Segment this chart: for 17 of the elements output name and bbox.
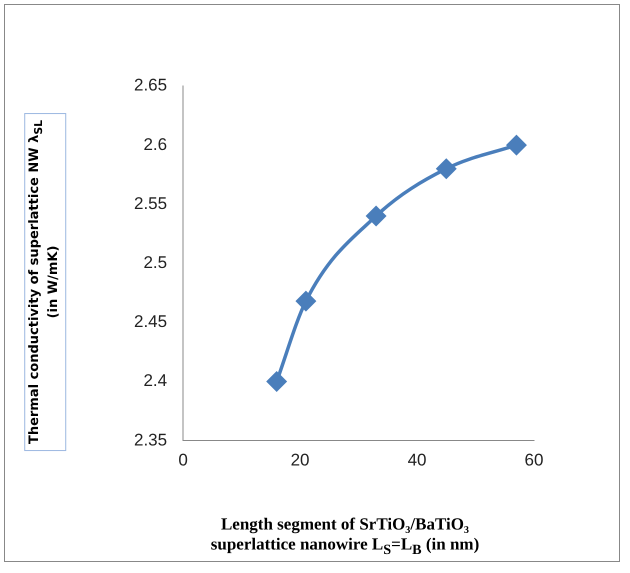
x-tick-label: 40	[408, 450, 426, 470]
point	[366, 206, 386, 226]
x-tick-label: 60	[524, 450, 544, 470]
y-tick-label: 2.65	[134, 76, 168, 95]
point	[506, 135, 526, 155]
x-axis-title: Length segment of SrTiO₃/BaTiO₃ superlattice nanowire L$_{S}$=L$_{B}$ (in nm)	[210, 514, 480, 560]
y-tick-label: 2.45	[134, 312, 168, 332]
y-tick-label: 2.4	[143, 371, 168, 390]
y-tick-label: 2.6	[143, 134, 168, 154]
point	[436, 158, 456, 178]
x-tick-label: 20	[290, 450, 310, 470]
y-tick-label: 2.5	[143, 252, 168, 272]
y-tick-label: 2.55	[134, 194, 168, 213]
y-tick-label: 2.35	[134, 430, 168, 450]
x-tick-label: 0	[178, 450, 188, 470]
point	[296, 291, 316, 311]
point	[266, 372, 286, 392]
